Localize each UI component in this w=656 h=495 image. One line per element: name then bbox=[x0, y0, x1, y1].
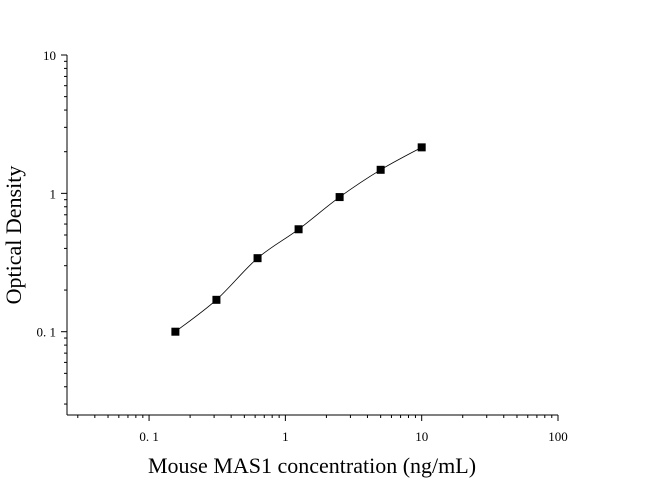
x-tick-label: 10 bbox=[415, 429, 428, 444]
fitted-curve-layer bbox=[175, 147, 422, 333]
x-tick-label: 1 bbox=[282, 429, 289, 444]
y-tick-label: 0. 1 bbox=[37, 325, 57, 340]
data-points-layer bbox=[171, 143, 426, 336]
data-point-5 bbox=[335, 193, 344, 202]
data-point-4 bbox=[294, 225, 303, 234]
data-point-7 bbox=[417, 143, 426, 152]
data-point-3 bbox=[253, 254, 262, 263]
data-point-6 bbox=[376, 165, 385, 174]
data-point-1 bbox=[171, 327, 180, 336]
axes: 0. 1 1 10 100 0. 1 1 10 bbox=[37, 48, 568, 444]
y-tick-label: 1 bbox=[50, 186, 57, 201]
y-tick-label: 10 bbox=[43, 48, 56, 63]
x-tick-label: 100 bbox=[548, 429, 568, 444]
y-axis-title: Optical Density bbox=[1, 166, 26, 305]
data-point-2 bbox=[212, 295, 221, 304]
x-tick-label: 0. 1 bbox=[139, 429, 159, 444]
x-axis-title: Mouse MAS1 concentration (ng/mL) bbox=[148, 453, 476, 478]
fitted-curve-line bbox=[175, 147, 422, 333]
